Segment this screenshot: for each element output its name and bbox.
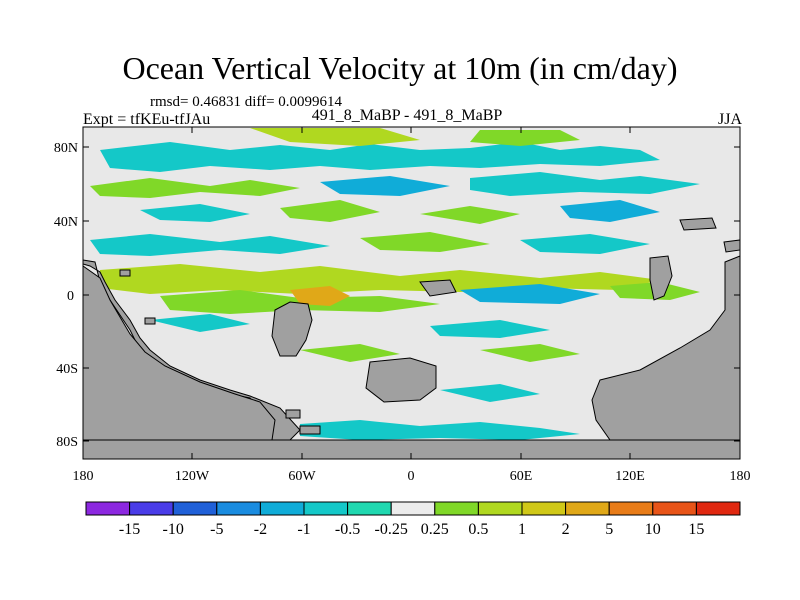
- colorbar-label: -1: [297, 521, 310, 538]
- field-band: [420, 206, 520, 224]
- x-tick-label: 60E: [510, 469, 533, 484]
- x-tick-marks: [82, 127, 741, 459]
- field-band: [100, 142, 660, 172]
- y-tick-label: 40S: [56, 362, 78, 377]
- experiment-label: Expt = tfKEu-tfJAu: [83, 111, 211, 128]
- land-island-east: [649, 255, 673, 301]
- colorbar-swatch: [434, 501, 479, 516]
- field-band: [430, 320, 550, 338]
- field-band: [470, 130, 580, 146]
- land-masses: [82, 217, 741, 460]
- velocity-field: [90, 128, 700, 440]
- colorbar-label: 0.5: [468, 521, 488, 538]
- map-area: 80N 40N 0 40S 80S 180 120W 60W 0 60E 120…: [54, 126, 751, 484]
- chart-subtitle: rmsd= 0.46831 diff= 0.0099614: [150, 94, 343, 110]
- field-band: [90, 234, 330, 256]
- field-band: [90, 178, 300, 198]
- y-tick-label: 80S: [56, 435, 78, 450]
- field-band: [560, 200, 660, 222]
- y-tick-marks: [83, 146, 740, 442]
- land-island: [723, 239, 741, 253]
- colorbar-label: -0.25: [375, 521, 408, 538]
- colorbar-swatch: [85, 501, 131, 516]
- colorbar-labels: -15 -10 -5 -2 -1 -0.5 -0.25 0.25 0.5 1 2 5 10 15: [119, 521, 704, 538]
- colorbar-label: -5: [210, 521, 223, 538]
- colorbar-swatch: [390, 501, 436, 516]
- colorbar-swatch: [608, 501, 654, 516]
- land-east: [591, 255, 741, 441]
- colorbar-swatch: [652, 501, 697, 516]
- field-band: [520, 234, 650, 254]
- x-tick-label: 180: [73, 469, 94, 484]
- chart-title: Ocean Vertical Velocity at 10m (in cm/da…: [122, 50, 678, 86]
- field-band: [290, 286, 350, 306]
- colorbar-swatch: [129, 501, 174, 516]
- colorbar-swatch: [695, 501, 741, 516]
- colorbar-swatch: [521, 501, 567, 516]
- land-island: [144, 317, 156, 325]
- colorbar-label: -15: [119, 521, 140, 538]
- colorbar: [85, 501, 741, 516]
- field-band: [460, 284, 600, 304]
- y-tick-label: 40N: [54, 215, 78, 230]
- colorbar-swatch: [259, 501, 305, 516]
- colorbar-swatch: [172, 501, 218, 516]
- colorbar-label: 10: [645, 521, 661, 538]
- field-band: [300, 344, 400, 362]
- x-tick-label: 60W: [288, 469, 316, 484]
- field-band: [250, 128, 420, 146]
- field-band: [360, 232, 490, 252]
- x-tick-label: 180: [730, 469, 751, 484]
- colorbar-label: 0.25: [421, 521, 449, 538]
- colorbar-label: 15: [688, 521, 704, 538]
- land-island: [419, 279, 457, 297]
- colorbar-swatch: [477, 501, 523, 516]
- x-tick-label: 120W: [175, 469, 210, 484]
- case-label: 491_8_MaBP - 491_8_MaBP: [311, 107, 503, 124]
- x-tick-label: 0: [408, 469, 415, 484]
- land-island: [679, 217, 717, 231]
- land-island: [299, 425, 321, 435]
- field-band: [480, 344, 580, 362]
- colorbar-label: 5: [605, 521, 613, 538]
- land-island: [119, 269, 131, 277]
- colorbar-label: 1: [518, 521, 526, 538]
- field-band: [440, 384, 540, 402]
- field-band: [140, 204, 250, 222]
- colorbar-swatch: [303, 501, 349, 516]
- colorbar-swatch: [347, 501, 392, 516]
- land-island: [285, 409, 301, 419]
- field-band: [320, 176, 450, 196]
- field-band: [470, 172, 700, 196]
- colorbar-swatch: [216, 501, 261, 516]
- colorbar-label: -0.5: [335, 521, 360, 538]
- colorbar-label: 2: [562, 521, 570, 538]
- land-africa-west: [271, 301, 313, 357]
- field-band: [150, 314, 250, 332]
- colorbar-label: -10: [163, 521, 184, 538]
- field-band: [300, 420, 580, 440]
- x-tick-label: 120E: [615, 469, 645, 484]
- y-tick-label: 0: [67, 289, 74, 304]
- land-australia: [365, 357, 437, 403]
- colorbar-swatch: [565, 501, 610, 516]
- y-tick-label: 80N: [54, 141, 78, 156]
- field-band: [280, 200, 380, 222]
- colorbar-label: -2: [254, 521, 267, 538]
- season-label: JJA: [717, 111, 742, 128]
